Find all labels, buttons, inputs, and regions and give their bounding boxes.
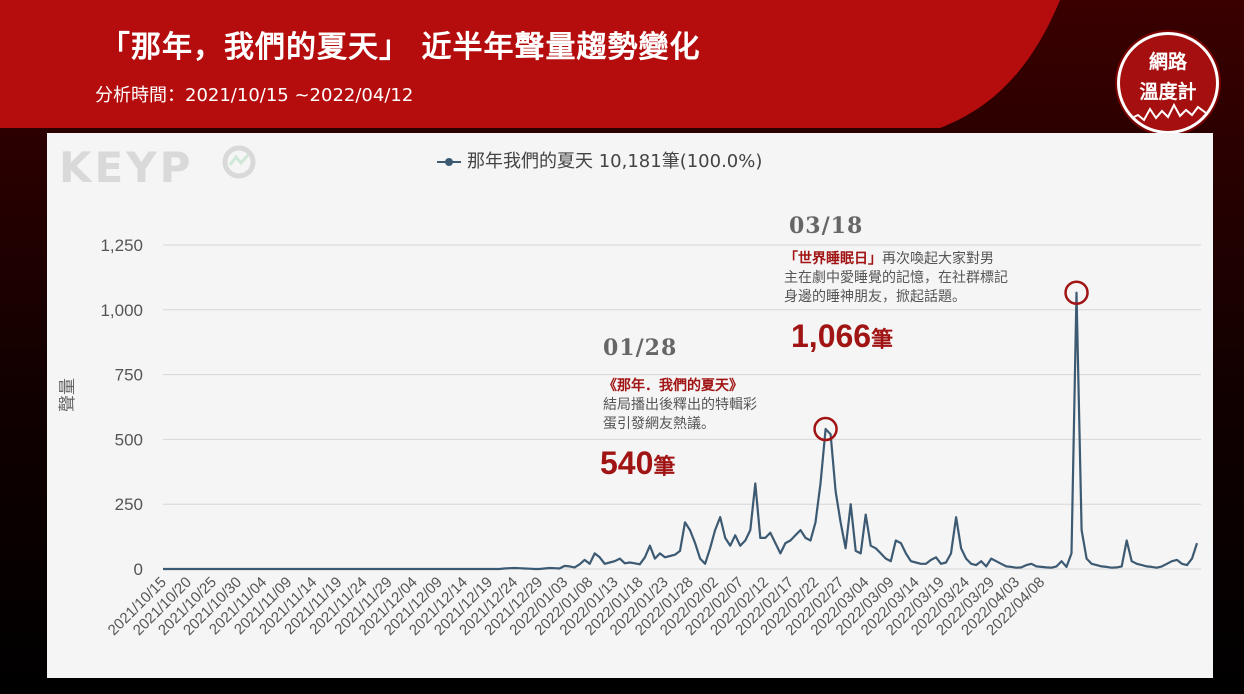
annotation-value-0128: 540筆	[600, 445, 675, 482]
peak-highlight-circle	[1064, 280, 1089, 305]
y-tick-label: 0	[134, 560, 143, 579]
badge-line2: 溫度計	[1139, 81, 1197, 103]
annotation-line-0318-3: 身邊的睡神朋友，掀起話題。	[784, 289, 966, 305]
keypo-logo: KEYP	[59, 143, 194, 192]
annotation-highlight-0128: 《那年．我們的夏天》	[603, 378, 743, 394]
keypo-logo-icon	[222, 145, 256, 179]
annotation-value-0128-number: 540	[600, 445, 654, 481]
annotation-value-0318-unit: 筆	[871, 327, 894, 352]
annotation-date-0128: 01/28	[603, 335, 678, 361]
annotation-value-0318-number: 1,066	[791, 318, 872, 354]
y-tick-label: 1,250	[100, 236, 143, 255]
line-chart: 02505007501,0001,250聲量2021/10/152021/10/…	[58, 236, 1201, 639]
legend-series-icon	[437, 158, 461, 166]
y-axis-label: 聲量	[58, 378, 78, 412]
analysis-period: 分析時間：2021/10/15 ~2022/04/12	[95, 85, 414, 106]
header-banner	[0, 0, 1060, 128]
annotation-highlight-0318: 「世界睡眠日」	[784, 251, 882, 267]
y-tick-label: 750	[115, 366, 143, 385]
series-line	[163, 291, 1199, 571]
badge-line1: 網路	[1148, 51, 1187, 73]
annotation-line-0128-1: 結局播出後釋出的特輯彩	[603, 397, 757, 413]
legend-series-label: 那年我們的夏天 10,181筆(100.0%)	[467, 151, 763, 172]
y-tick-label: 1,000	[100, 301, 143, 320]
pulse-wave-icon	[1130, 102, 1206, 122]
y-tick-label: 250	[115, 495, 143, 514]
page-title: 「那年，我們的夏天」 近半年聲量趨勢變化	[100, 30, 701, 65]
chart-panel: KEYP 那年我們的夏天 10,181筆(100.0%) 0 250 500 750 1…	[47, 133, 1213, 678]
annotation-text-0128: 《那年．我們的夏天》 結局播出後釋出的特輯彩 蛋引發網友熱議。	[603, 377, 757, 434]
annotation-line-0318-1: 再次喚起大家對男	[882, 251, 994, 267]
annotation-line-0318-2: 主在劇中愛睡覺的記憶，在社群標記	[784, 270, 1008, 286]
annotation-value-0318: 1,066筆	[791, 318, 893, 355]
annotation-value-0128-unit: 筆	[653, 454, 676, 479]
chart-legend: 那年我們的夏天 10,181筆(100.0%)	[437, 147, 762, 173]
annotation-line-0128-2: 蛋引發網友熱議。	[603, 416, 715, 432]
peak-highlight-circle	[813, 416, 838, 442]
annotation-date-0318: 03/18	[789, 213, 864, 239]
annotation-text-0318: 「世界睡眠日」再次喚起大家對男 主在劇中愛睡覺的記憶，在社群標記 身邊的睡神朋友…	[784, 250, 1008, 307]
brand-badge: 網路 溫度計	[1117, 32, 1219, 134]
y-tick-label: 500	[115, 430, 143, 449]
